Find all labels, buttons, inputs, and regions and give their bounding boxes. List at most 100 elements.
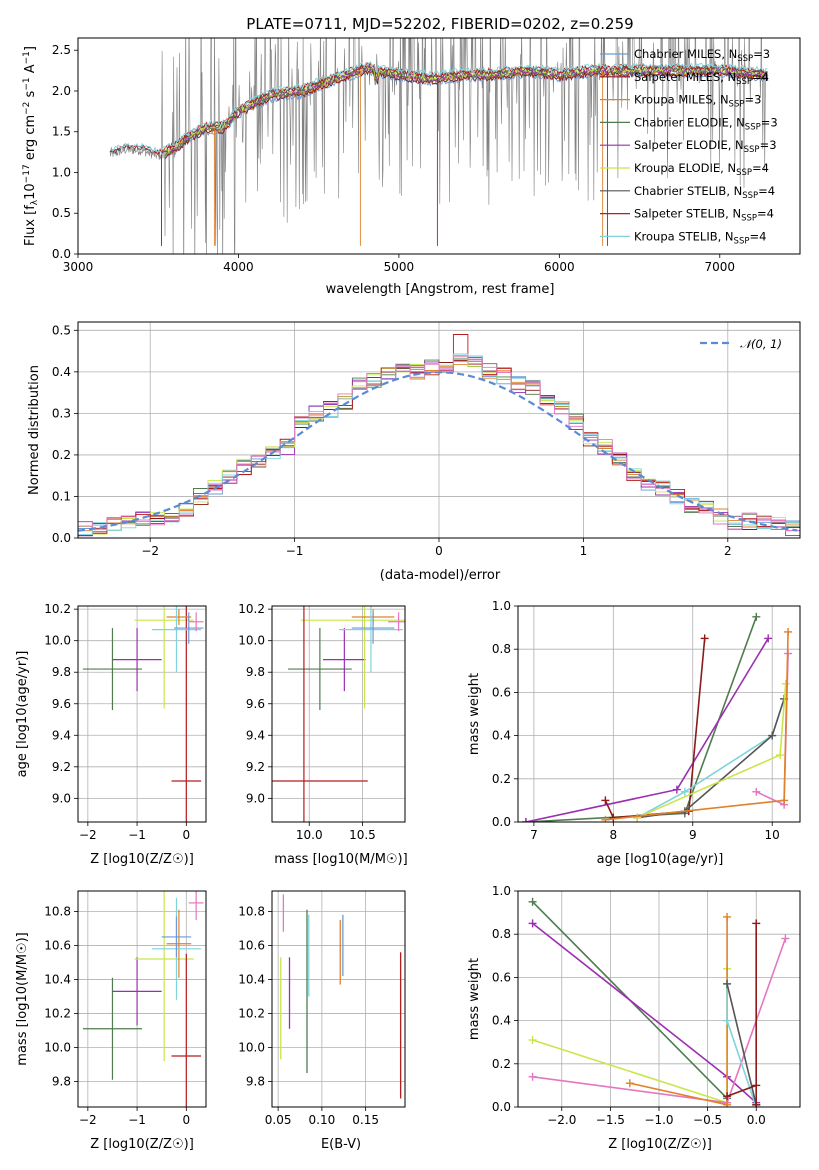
y-tick-label: 9.6 bbox=[246, 697, 265, 711]
x-tick-label: 2 bbox=[724, 544, 732, 558]
y-tick-label: 9.4 bbox=[52, 728, 71, 742]
spectrum-plot bbox=[109, 38, 769, 254]
y-tick-label: 9.8 bbox=[246, 665, 265, 679]
x-tick-label: 9 bbox=[689, 828, 697, 842]
legend-label: Chabrier MILES, NSSP=3 bbox=[634, 47, 770, 64]
legend-nssp: =4 bbox=[752, 70, 769, 84]
y-tick-label: 0.0 bbox=[492, 1100, 511, 1114]
spectrum-legend: Chabrier MILES, NSSP=3 Salpeter MILES, NS… bbox=[600, 47, 778, 246]
legend-label: Kroupa STELIB, NSSP=4 bbox=[634, 229, 766, 246]
x-tick-label: −1 bbox=[286, 544, 304, 558]
y-tick-label: 9.0 bbox=[52, 791, 71, 805]
x-tick-label: −2 bbox=[79, 828, 97, 842]
model-spectrum-line bbox=[109, 61, 768, 153]
legend-label: Salpeter MILES, NSSP=4 bbox=[634, 70, 769, 87]
y-tick-label: 9.8 bbox=[52, 1074, 71, 1088]
weight-line bbox=[726, 923, 757, 1105]
model-spectrum-line bbox=[164, 70, 769, 159]
y-tick-label: 10.2 bbox=[238, 602, 265, 616]
y-tick-label: 0.2 bbox=[492, 1057, 511, 1071]
weight-z-xlabel: Z [log10(Z/Z☉)] bbox=[608, 1137, 712, 1152]
y-tick-label: 2.5 bbox=[52, 43, 71, 57]
x-tick-label: −1 bbox=[128, 828, 146, 842]
legend-subscript: SSP bbox=[736, 168, 752, 178]
x-tick-label: 0.0 bbox=[747, 1113, 766, 1127]
mass-weight-vs-age-axes: 7 8 9 10 0.0 0.2 0.4 0.6 0.8 1.0 bbox=[492, 599, 800, 842]
y-tick-label: 10.2 bbox=[44, 1006, 71, 1020]
age-vs-mass-axes: 10.0 10.5 9.0 9.2 9.4 9.6 9.8 10.0 10.2 bbox=[238, 602, 405, 842]
residual-histogram bbox=[78, 356, 800, 538]
y-tick-label: 0.4 bbox=[52, 365, 71, 379]
weight-age-xlabel: age [log10(age/yr)] bbox=[597, 852, 724, 867]
age-vs-Z-plot bbox=[82, 606, 204, 822]
y-tick-label: 10.4 bbox=[44, 972, 71, 986]
x-tick-label: −2 bbox=[79, 1113, 97, 1127]
x-tick-label: 7000 bbox=[705, 260, 736, 274]
mass-vs-ebv-plot bbox=[280, 894, 402, 1099]
y-tick-label: 0.1 bbox=[52, 489, 71, 503]
mass-vs-ebv-axes: 0.05 0.10 0.15 9.8 10.0 10.2 10.4 10.6 10.8 bbox=[238, 891, 405, 1127]
legend-nssp: =4 bbox=[758, 184, 775, 198]
mass-z-ylabel: mass [log10(M/M☉)] bbox=[15, 932, 30, 1065]
age-vs-mass-plot bbox=[272, 606, 405, 822]
age-mass-xlabel: mass [log10(M/M☉)] bbox=[274, 852, 407, 867]
mass-z-xlabel: Z [log10(Z/Z☉)] bbox=[90, 1137, 194, 1152]
y-tick-label: 0.8 bbox=[492, 642, 511, 656]
age-z-ylabel: age [log10(age/yr)] bbox=[15, 651, 30, 778]
legend-subscript: SSP bbox=[741, 214, 757, 224]
y-tick-label: 0.2 bbox=[52, 448, 71, 462]
legend-nssp: =4 bbox=[749, 229, 766, 243]
weight-line bbox=[604, 638, 706, 819]
y-tick-label: 0.4 bbox=[492, 729, 511, 743]
x-tick-label: 0.15 bbox=[352, 1113, 379, 1127]
y-tick-label: 0.8 bbox=[492, 927, 511, 941]
y-tick-label: 9.2 bbox=[52, 760, 71, 774]
y-tick-label: 9.0 bbox=[246, 791, 265, 805]
y-tick-label: 9.8 bbox=[52, 665, 71, 679]
residual-xlabel: (data-model)/error bbox=[380, 568, 501, 583]
legend-subscript: SSP bbox=[745, 122, 761, 132]
y-tick-label: 0.4 bbox=[492, 1014, 511, 1028]
weight-line bbox=[636, 683, 787, 819]
x-tick-label: −1 bbox=[128, 1113, 146, 1127]
x-tick-label: 4000 bbox=[223, 260, 254, 274]
weight-line bbox=[636, 698, 785, 819]
y-tick-label: 1.0 bbox=[52, 165, 71, 179]
weight-line bbox=[637, 698, 785, 819]
x-tick-label: 10.5 bbox=[349, 828, 376, 842]
y-tick-label: 0.6 bbox=[492, 970, 511, 984]
weight-z-ylabel: mass weight bbox=[467, 958, 482, 1040]
legend-subscript: SSP bbox=[737, 54, 753, 64]
x-tick-label: 0 bbox=[182, 1113, 190, 1127]
x-tick-label: 0 bbox=[435, 544, 443, 558]
legend-subscript: SSP bbox=[736, 77, 752, 87]
x-tick-label: −1.0 bbox=[644, 1113, 673, 1127]
mass-weight-vs-age-plot bbox=[521, 612, 793, 822]
x-tick-label: 0.05 bbox=[265, 1113, 292, 1127]
y-tick-label: 10.2 bbox=[44, 602, 71, 616]
weight-line bbox=[525, 616, 758, 822]
mass-vs-ebv-frame bbox=[271, 890, 406, 1108]
y-tick-label: 10.8 bbox=[238, 904, 265, 918]
residuals-frame bbox=[77, 321, 801, 539]
x-tick-label: −2 bbox=[141, 544, 159, 558]
y-tick-label: 10.0 bbox=[238, 1040, 265, 1054]
y-tick-label: 10.6 bbox=[44, 938, 71, 952]
legend-nssp: =3 bbox=[744, 93, 761, 107]
gaussian-legend-label: 𝒩(0, 1) bbox=[740, 337, 782, 351]
legend-nssp: =3 bbox=[753, 47, 770, 61]
residuals-axes: −2 −1 0 1 2 0.0 0.1 0.2 0.3 0.4 0.5 bbox=[52, 322, 800, 558]
y-tick-label: 0.5 bbox=[52, 323, 71, 337]
mass-vs-Z-plot bbox=[82, 891, 204, 1107]
mass-weight-vs-Z-plot bbox=[528, 897, 790, 1107]
y-tick-label: 0.5 bbox=[52, 206, 71, 220]
y-tick-label: 9.6 bbox=[52, 697, 71, 711]
age-vs-Z-frame bbox=[77, 605, 207, 823]
legend-subscript: SSP bbox=[744, 145, 760, 155]
y-tick-label: 10.0 bbox=[44, 1040, 71, 1054]
legend-label: Chabrier STELIB, NSSP=4 bbox=[634, 184, 775, 201]
x-tick-label: 1 bbox=[580, 544, 588, 558]
y-tick-label: 0.0 bbox=[492, 815, 511, 829]
x-tick-label: 7 bbox=[530, 828, 538, 842]
